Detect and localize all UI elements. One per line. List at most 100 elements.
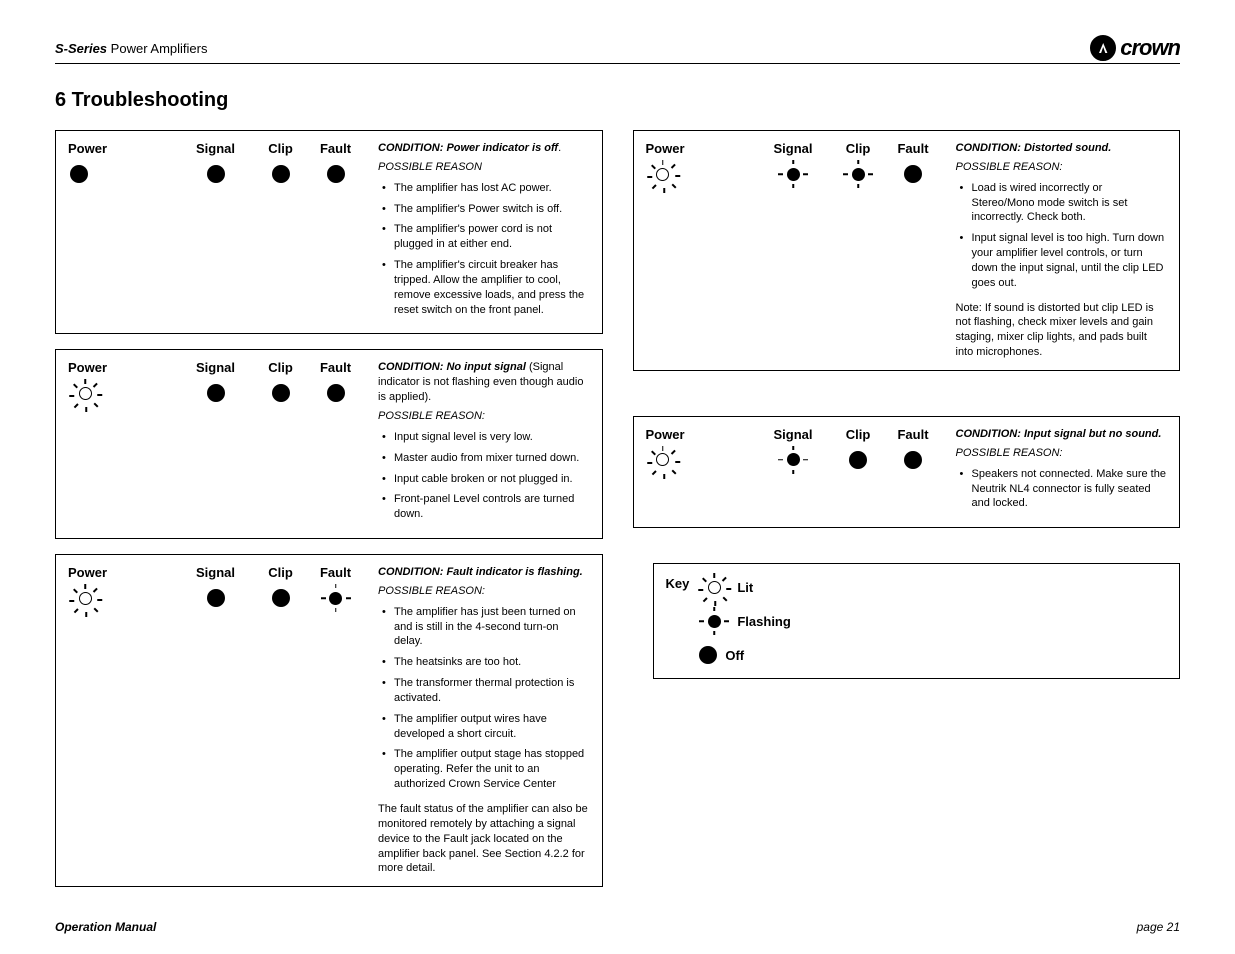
brand-logo: crown [1090, 35, 1180, 61]
indicator-row: Power Signal Clip Fault [68, 141, 368, 323]
label-fault: Fault [320, 141, 351, 156]
label-clip: Clip [268, 141, 293, 156]
key-off-label: Off [725, 648, 744, 663]
condition-text: CONDITION: No input signal [378, 361, 526, 373]
led-fault [327, 160, 345, 188]
reason-item: Master audio from mixer turned down. [378, 451, 590, 466]
footer-manual: Operation Manual [55, 920, 156, 934]
label-fault: Fault [320, 360, 351, 375]
label-signal: Signal [773, 427, 812, 442]
note-text: Note: If sound is distorted but clip LED… [956, 301, 1168, 360]
led-power [648, 160, 678, 188]
reason-list: The amplifier has just been turned on an… [378, 605, 590, 792]
reason-item: The amplifier has lost AC power. [378, 181, 590, 196]
reason-label: POSSIBLE REASON [378, 160, 590, 175]
led-fault [327, 379, 345, 407]
label-fault: Fault [897, 141, 928, 156]
reason-item: Input cable broken or not plugged in. [378, 472, 590, 487]
reason-label: POSSIBLE REASON: [378, 409, 590, 424]
label-signal: Signal [196, 141, 235, 156]
reason-list: Input signal level is very low.Master au… [378, 430, 590, 522]
legend-key: Key Lit Flashing Off [653, 563, 1181, 679]
led-power [70, 379, 100, 407]
reason-list: The amplifier has lost AC power. The ampl… [378, 181, 590, 318]
page-footer: Operation Manual page 21 [55, 920, 1180, 934]
led-fault [904, 446, 922, 474]
reason-list: Load is wired incorrectly or Stereo/Mono… [956, 181, 1168, 291]
led-signal [207, 584, 225, 612]
panel-distorted: Power Signal Clip Fault CONDITION: Disto… [633, 130, 1181, 371]
key-lit-label: Lit [737, 580, 753, 595]
indicator-row: Power Signal Clip Fault [646, 427, 946, 517]
reason-item: The amplifier output stage has stopped o… [378, 747, 590, 792]
condition-suffix: . [558, 142, 561, 154]
reason-item: Front-panel Level controls are turned do… [378, 492, 590, 522]
led-signal [778, 160, 808, 188]
panel-desc: CONDITION: No input signal (Signal indic… [378, 360, 590, 528]
section-title: 6 Troubleshooting [55, 89, 1180, 112]
label-signal: Signal [196, 565, 235, 580]
reason-item: Speakers not connected. Make sure the Ne… [956, 467, 1168, 512]
brand-text: crown [1120, 35, 1180, 61]
label-fault: Fault [320, 565, 351, 580]
indicator-row: Power Signal Clip Fault [68, 565, 368, 876]
crown-icon [1090, 35, 1116, 61]
reason-item: The heatsinks are too hot. [378, 655, 590, 670]
page-header: S-Series Power Amplifiers crown [55, 35, 1180, 64]
condition-text: CONDITION: Input signal but no sound. [956, 427, 1168, 442]
label-clip: Clip [268, 565, 293, 580]
reason-item: The amplifier has just been turned on an… [378, 605, 590, 650]
footer-page: page 21 [1137, 920, 1180, 934]
panel-desc: CONDITION: Distorted sound. POSSIBLE REA… [956, 141, 1168, 360]
panel-desc: CONDITION: Power indicator is off. POSSI… [378, 141, 590, 323]
led-clip [272, 379, 290, 407]
label-signal: Signal [196, 360, 235, 375]
reason-label: POSSIBLE REASON: [956, 160, 1168, 175]
condition-text: CONDITION: Power indicator is off [378, 142, 558, 154]
led-fault [904, 160, 922, 188]
panel-power-off: Power Signal Clip Fault CONDITION: Power… [55, 130, 603, 334]
key-title: Key [666, 572, 690, 591]
key-led-off [699, 641, 717, 669]
indicator-row: Power Signal Clip Fault [68, 360, 368, 528]
panel-no-sound: Power Signal Clip Fault CONDITION: Input… [633, 416, 1181, 528]
label-power: Power [68, 565, 107, 580]
note-text: The fault status of the amplifier can al… [378, 802, 590, 876]
panel-no-input: Power Signal Clip Fault CONDITION: No in… [55, 349, 603, 539]
reason-item: The amplifier's power cord is not plugge… [378, 222, 590, 252]
label-power: Power [68, 360, 107, 375]
label-power: Power [646, 427, 685, 442]
label-clip: Clip [268, 360, 293, 375]
panel-desc: CONDITION: Input signal but no sound. PO… [956, 427, 1168, 517]
reason-item: Load is wired incorrectly or Stereo/Mono… [956, 181, 1168, 226]
left-column: Power Signal Clip Fault CONDITION: Power… [55, 130, 603, 887]
reason-list: Speakers not connected. Make sure the Ne… [956, 467, 1168, 512]
key-led-flashing [699, 607, 729, 635]
reason-label: POSSIBLE REASON: [378, 584, 590, 599]
led-power [70, 584, 100, 612]
label-power: Power [646, 141, 685, 156]
panel-fault-flashing: Power Signal Clip Fault CONDITION: Fault… [55, 554, 603, 887]
label-clip: Clip [846, 427, 871, 442]
series-name: S-Series [55, 41, 107, 56]
led-signal [778, 446, 808, 474]
led-signal [207, 160, 225, 188]
reason-label: POSSIBLE REASON: [956, 446, 1168, 461]
reason-item: Input signal level is too high. Turn dow… [956, 231, 1168, 290]
led-clip [272, 160, 290, 188]
right-column: Power Signal Clip Fault CONDITION: Disto… [633, 130, 1181, 887]
condition-text: CONDITION: Fault indicator is flashing. [378, 565, 590, 580]
condition-text: CONDITION: Distorted sound. [956, 141, 1168, 156]
led-fault [321, 584, 351, 612]
label-signal: Signal [773, 141, 812, 156]
key-led-lit [699, 573, 729, 601]
reason-item: The amplifier's Power switch is off. [378, 202, 590, 217]
led-power [70, 160, 88, 188]
reason-item: The amplifier's circuit breaker has trip… [378, 258, 590, 317]
led-clip [849, 446, 867, 474]
reason-item: The amplifier output wires have develope… [378, 712, 590, 742]
label-clip: Clip [846, 141, 871, 156]
reason-item: The transformer thermal protection is ac… [378, 676, 590, 706]
troubleshooting-grid: Power Signal Clip Fault CONDITION: Power… [55, 130, 1180, 887]
indicator-row: Power Signal Clip Fault [646, 141, 946, 360]
